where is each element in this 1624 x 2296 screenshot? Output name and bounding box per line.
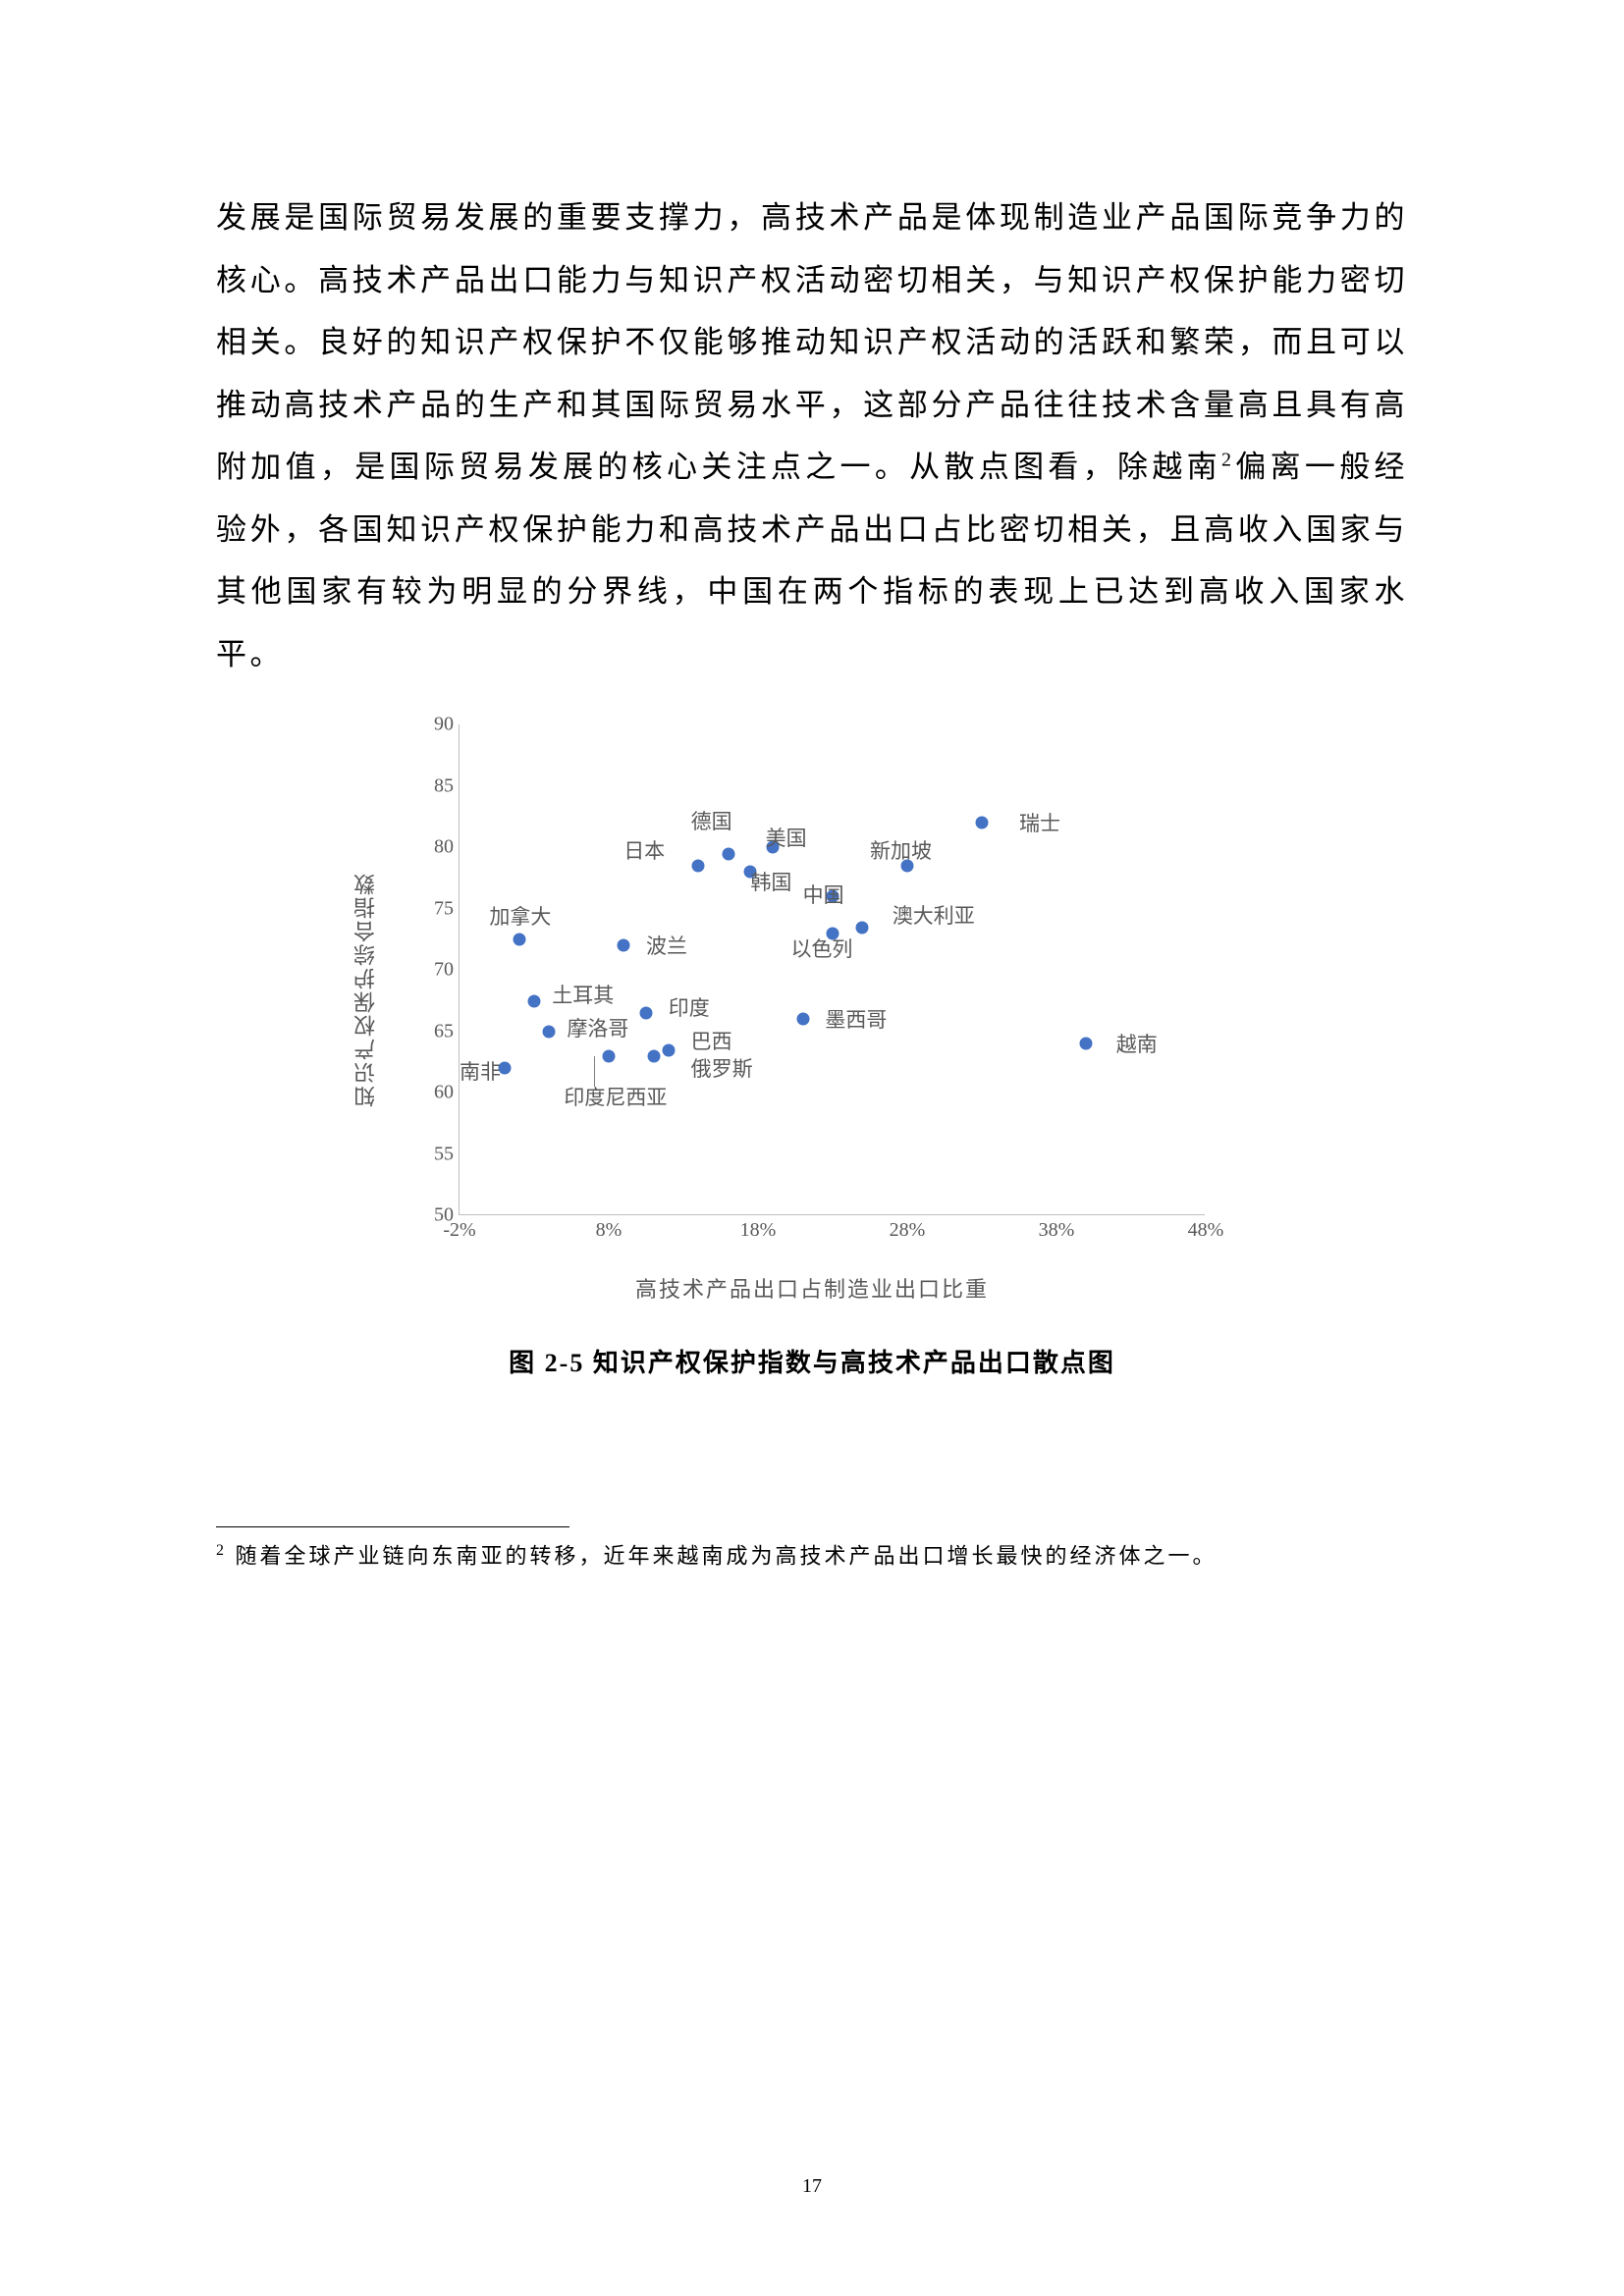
- point-label: 南非: [460, 1056, 501, 1086]
- y-tick: 85: [424, 774, 454, 797]
- point-label: 加拿大: [489, 901, 551, 931]
- x-tick: 18%: [740, 1219, 777, 1242]
- scatter-point: [618, 939, 630, 952]
- y-tick: 90: [424, 714, 454, 736]
- point-label: 日本: [623, 835, 665, 865]
- point-label: 澳大利亚: [893, 900, 975, 930]
- scatter-point: [543, 1025, 556, 1038]
- y-tick: 60: [424, 1082, 454, 1104]
- point-label: 波兰: [646, 931, 687, 960]
- footnote-number: 2: [216, 1542, 227, 1559]
- scatter-point: [640, 1007, 653, 1020]
- x-tick: 38%: [1039, 1219, 1075, 1242]
- x-axis-label: 高技术产品出口占制造业出口比重: [400, 1272, 1224, 1304]
- chart-area: 知识产权保护综合指数 -2%8%18%28%38%48%瑞士新加坡美国德国日本韩…: [400, 715, 1224, 1264]
- point-label: 印度尼西亚: [564, 1082, 667, 1111]
- body-paragraph: 发展是国际贸易发展的重要支撑力，高技术产品是体现制造业产品国际竞争力的核心。高技…: [216, 187, 1408, 685]
- y-tick: 80: [424, 836, 454, 859]
- leader-line: [594, 1056, 595, 1087]
- footnote-separator: [216, 1526, 569, 1527]
- scatter-point: [662, 1043, 675, 1056]
- page-number: 17: [802, 2175, 822, 2198]
- x-tick: 48%: [1188, 1219, 1224, 1242]
- scatter-chart: 知识产权保护综合指数 -2%8%18%28%38%48%瑞士新加坡美国德国日本韩…: [400, 715, 1224, 1379]
- point-label: 墨西哥: [825, 1004, 887, 1034]
- point-label: 摩洛哥: [567, 1013, 628, 1042]
- point-label: 中国: [803, 880, 844, 909]
- point-label: 韩国: [750, 867, 791, 896]
- footnote: 2 随着全球产业链向东南亚的转移，近年来越南成为高技术产品出口增长最快的经济体之…: [216, 1537, 1408, 1575]
- footnote-ref: 2: [1221, 450, 1235, 471]
- plot-region: -2%8%18%28%38%48%瑞士新加坡美国德国日本韩国中国澳大利亚以色列加…: [459, 724, 1205, 1215]
- y-tick: 75: [424, 897, 454, 920]
- y-tick: 50: [424, 1204, 454, 1227]
- footnote-text: 随着全球产业链向东南亚的转移，近年来越南成为高技术产品出口增长最快的经济体之一。: [227, 1544, 1218, 1569]
- y-tick: 55: [424, 1143, 454, 1165]
- point-label: 俄罗斯: [691, 1053, 753, 1083]
- scatter-point: [796, 1013, 809, 1026]
- point-label: 美国: [766, 823, 807, 852]
- scatter-point: [603, 1049, 616, 1062]
- scatter-point: [513, 934, 525, 946]
- point-label: 德国: [691, 806, 732, 835]
- point-label: 印度: [669, 992, 710, 1022]
- x-tick: 28%: [890, 1219, 926, 1242]
- scatter-point: [692, 860, 705, 873]
- body-text-part1: 发展是国际贸易发展的重要支撑力，高技术产品是体现制造业产品国际竞争力的核心。高技…: [216, 200, 1408, 484]
- y-tick: 65: [424, 1020, 454, 1042]
- y-axis-label: 知识产权保护综合指数: [351, 872, 382, 1107]
- scatter-point: [856, 921, 869, 934]
- scatter-point: [528, 994, 541, 1007]
- point-label: 土耳其: [552, 980, 614, 1009]
- scatter-point: [976, 817, 989, 829]
- point-label: 以色列: [790, 934, 852, 963]
- scatter-point: [1080, 1038, 1093, 1050]
- point-label: 瑞士: [1019, 808, 1060, 837]
- y-tick: 70: [424, 959, 454, 982]
- chart-caption: 图 2-5 知识产权保护指数与高技术产品出口散点图: [400, 1343, 1224, 1379]
- point-label: 新加坡: [870, 835, 932, 865]
- point-label: 巴西: [691, 1026, 732, 1055]
- point-label: 越南: [1116, 1029, 1158, 1058]
- scatter-point: [722, 847, 734, 860]
- x-tick: 8%: [596, 1219, 623, 1242]
- scatter-point: [647, 1049, 660, 1062]
